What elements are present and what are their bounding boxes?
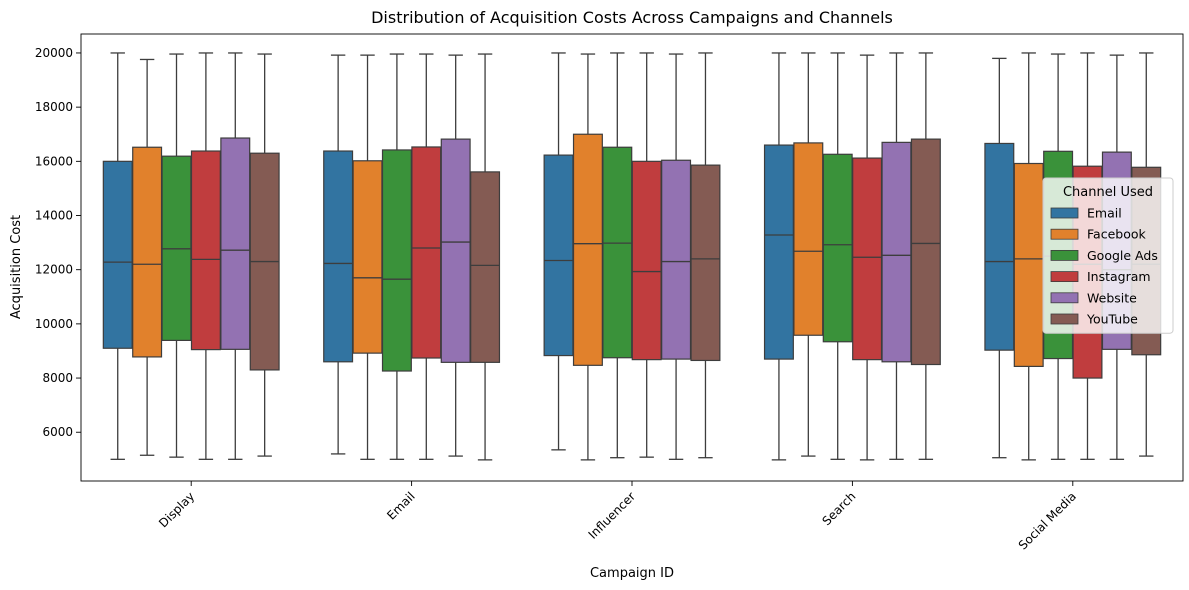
x-tick-label: Search xyxy=(819,489,858,528)
box-body xyxy=(352,160,383,354)
box-website-influencer xyxy=(661,53,692,460)
box-google-ads-search xyxy=(822,52,853,460)
x-tick-label: Display xyxy=(156,489,197,530)
box-website-display xyxy=(220,52,251,460)
y-tick-label: 16000 xyxy=(35,154,73,168)
box-email-influencer xyxy=(543,52,574,451)
box-google-ads-influencer xyxy=(602,52,633,459)
box-youtube-display xyxy=(249,53,280,457)
box-youtube-search xyxy=(910,52,941,460)
y-tick-label: 10000 xyxy=(35,317,73,331)
box-instagram-email xyxy=(411,53,442,460)
box-email-display xyxy=(102,52,133,460)
box-body xyxy=(793,142,824,336)
legend-label: Instagram xyxy=(1087,269,1151,284)
box-body xyxy=(381,149,412,372)
box-body xyxy=(852,157,883,361)
box-google-ads-email xyxy=(381,53,412,460)
legend-item-website: Website xyxy=(1050,290,1137,305)
box-email-social-media xyxy=(984,57,1015,459)
box-body xyxy=(220,137,251,350)
legend-item-instagram: Instagram xyxy=(1050,269,1151,284)
box-body xyxy=(543,154,574,357)
y-tick-label: 8000 xyxy=(42,371,73,385)
legend-label: Website xyxy=(1087,290,1137,305)
x-tick-label: Influencer xyxy=(586,489,639,542)
legend-title: Channel Used xyxy=(1063,185,1153,200)
box-facebook-social-media xyxy=(1013,52,1044,461)
box-body xyxy=(440,138,471,363)
box-website-search xyxy=(881,52,912,460)
legend-swatch xyxy=(1050,271,1079,283)
legend-swatch xyxy=(1050,249,1079,261)
box-body xyxy=(132,146,163,358)
legend-swatch xyxy=(1050,292,1079,304)
x-tick-label: Email xyxy=(384,489,417,522)
legend-swatch xyxy=(1050,228,1079,240)
box-body xyxy=(411,146,442,359)
box-youtube-influencer xyxy=(690,52,721,459)
box-youtube-email xyxy=(470,53,501,461)
legend: Channel Used Email Facebook Google Ads Insta… xyxy=(1042,177,1174,334)
y-tick-label: 12000 xyxy=(35,263,73,277)
box-body xyxy=(102,160,133,349)
box-body xyxy=(631,160,662,361)
box-facebook-email xyxy=(352,54,383,460)
box-email-email xyxy=(323,54,354,455)
legend-label: Email xyxy=(1087,206,1122,221)
legend-item-youtube: YouTube xyxy=(1050,312,1138,327)
legend-item-google-ads: Google Ads xyxy=(1050,248,1158,263)
legend-swatch xyxy=(1050,313,1079,325)
box-website-email xyxy=(440,54,471,457)
plot-area xyxy=(102,52,1162,461)
box-instagram-display xyxy=(190,52,221,460)
box-body xyxy=(572,133,603,366)
box-body xyxy=(661,159,692,360)
box-body xyxy=(763,144,794,360)
box-google-ads-display xyxy=(161,53,192,458)
box-body xyxy=(984,142,1015,351)
box-body xyxy=(190,150,221,351)
chart-title: Distribution of Acquisition Costs Across… xyxy=(371,8,893,27)
box-body xyxy=(1013,162,1044,368)
box-facebook-search xyxy=(793,52,824,457)
box-body xyxy=(690,164,721,362)
legend-item-facebook: Facebook xyxy=(1050,227,1146,242)
legend-label: Google Ads xyxy=(1087,248,1158,263)
legend-swatch xyxy=(1050,207,1079,219)
x-tick-label: Social Media xyxy=(1016,489,1079,552)
y-tick-label: 14000 xyxy=(35,209,73,223)
box-body xyxy=(470,171,501,363)
box-instagram-search xyxy=(852,54,883,461)
y-tick-label: 6000 xyxy=(42,425,73,439)
legend-label: YouTube xyxy=(1086,312,1138,327)
x-axis-label: Campaign ID xyxy=(590,566,674,581)
y-tick-label: 18000 xyxy=(35,100,73,114)
box-instagram-influencer xyxy=(631,52,662,458)
box-body xyxy=(910,138,941,366)
box-body xyxy=(602,146,633,359)
box-facebook-display xyxy=(132,58,163,456)
box-body xyxy=(323,150,354,363)
legend-item-email: Email xyxy=(1050,206,1122,221)
y-tick-label: 20000 xyxy=(35,46,73,60)
legend-label: Facebook xyxy=(1087,227,1146,242)
box-email-search xyxy=(763,52,794,461)
y-axis-label: Acquisition Cost xyxy=(9,215,24,319)
box-facebook-influencer xyxy=(572,53,603,461)
box-body xyxy=(822,153,853,343)
box-body xyxy=(881,141,912,363)
